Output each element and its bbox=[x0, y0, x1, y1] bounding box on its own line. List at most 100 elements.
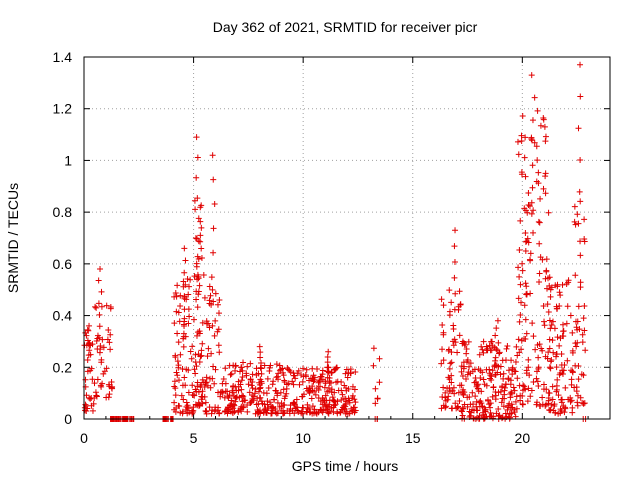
data-point bbox=[582, 347, 589, 354]
data-point bbox=[257, 349, 264, 356]
data-point bbox=[472, 374, 479, 381]
data-point bbox=[86, 322, 93, 329]
data-point bbox=[205, 345, 212, 352]
data-point bbox=[305, 387, 312, 394]
data-point bbox=[492, 362, 499, 369]
data-point bbox=[512, 359, 519, 366]
data-point bbox=[313, 385, 320, 392]
data-point bbox=[553, 388, 560, 395]
data-point bbox=[207, 384, 214, 391]
data-point bbox=[463, 375, 469, 382]
data-point bbox=[174, 372, 181, 379]
data-point bbox=[540, 303, 547, 310]
data-point bbox=[181, 306, 188, 313]
data-point bbox=[218, 388, 225, 395]
data-point bbox=[477, 367, 484, 374]
data-point bbox=[498, 399, 505, 406]
data-point bbox=[255, 409, 262, 416]
data-point bbox=[548, 284, 555, 291]
data-point bbox=[548, 321, 555, 328]
data-point bbox=[226, 362, 233, 369]
data-point bbox=[512, 398, 519, 405]
data-point bbox=[511, 406, 518, 413]
data-point bbox=[543, 256, 550, 263]
data-point bbox=[525, 364, 532, 371]
data-point bbox=[460, 405, 467, 412]
data-point bbox=[329, 394, 336, 401]
data-point bbox=[272, 405, 279, 412]
data-point bbox=[518, 346, 525, 353]
data-point bbox=[193, 134, 200, 141]
data-point bbox=[92, 303, 99, 310]
data-point bbox=[209, 322, 216, 329]
data-point bbox=[518, 169, 525, 176]
data-point bbox=[189, 382, 196, 389]
data-point bbox=[172, 392, 179, 399]
data-point bbox=[105, 327, 112, 334]
data-point bbox=[480, 349, 487, 356]
data-point bbox=[531, 94, 538, 101]
data-point bbox=[535, 354, 542, 361]
data-point bbox=[186, 409, 193, 416]
data-point bbox=[523, 367, 530, 374]
data-point bbox=[199, 394, 206, 401]
data-point bbox=[212, 317, 219, 324]
data-point bbox=[508, 401, 515, 408]
data-point bbox=[330, 404, 337, 411]
data-point bbox=[534, 378, 541, 385]
data-point bbox=[546, 317, 553, 324]
data-point bbox=[280, 372, 287, 379]
data-point bbox=[574, 392, 581, 399]
data-point bbox=[442, 404, 449, 411]
data-point bbox=[528, 199, 535, 206]
data-point bbox=[182, 257, 189, 264]
data-point bbox=[206, 404, 213, 411]
data-point bbox=[542, 173, 549, 180]
data-point bbox=[376, 379, 383, 386]
data-point bbox=[93, 393, 100, 400]
data-point bbox=[493, 345, 500, 352]
data-point bbox=[545, 308, 552, 315]
data-point bbox=[529, 320, 536, 327]
data-point bbox=[338, 396, 345, 403]
data-point bbox=[189, 343, 196, 350]
data-point bbox=[497, 363, 504, 370]
data-point bbox=[193, 235, 200, 242]
data-point bbox=[571, 203, 578, 210]
data-point bbox=[488, 373, 495, 380]
data-point bbox=[231, 393, 238, 400]
data-point bbox=[221, 394, 228, 401]
y-tick-label: 0.2 bbox=[53, 359, 73, 375]
data-point bbox=[87, 395, 94, 402]
ticks: 0 5 10 15 20 0 0.2 0.4 0.6 0.8 1 1.2 1.4 bbox=[53, 49, 610, 446]
data-point bbox=[577, 93, 584, 100]
data-point bbox=[492, 332, 499, 339]
data-point bbox=[484, 347, 491, 354]
data-point bbox=[236, 368, 243, 375]
data-point bbox=[533, 368, 540, 375]
data-point bbox=[519, 392, 526, 399]
data-point bbox=[173, 369, 180, 376]
data-point bbox=[568, 376, 575, 383]
data-point bbox=[96, 334, 103, 341]
data-point bbox=[546, 345, 553, 352]
data-point bbox=[279, 365, 286, 372]
data-point bbox=[97, 266, 104, 273]
data-point bbox=[481, 381, 488, 388]
data-point bbox=[445, 393, 452, 400]
data-point bbox=[180, 343, 187, 350]
data-point bbox=[313, 409, 320, 416]
data-point bbox=[524, 398, 531, 405]
data-point bbox=[486, 401, 493, 408]
data-point bbox=[442, 397, 449, 404]
data-point bbox=[84, 405, 91, 412]
data-point bbox=[190, 391, 197, 398]
data-point bbox=[460, 390, 467, 397]
data-point bbox=[574, 399, 581, 406]
data-point bbox=[277, 389, 284, 396]
data-point bbox=[309, 403, 316, 410]
data-point bbox=[525, 190, 532, 197]
data-point bbox=[550, 349, 557, 356]
data-point bbox=[541, 318, 548, 325]
data-point bbox=[258, 370, 265, 377]
